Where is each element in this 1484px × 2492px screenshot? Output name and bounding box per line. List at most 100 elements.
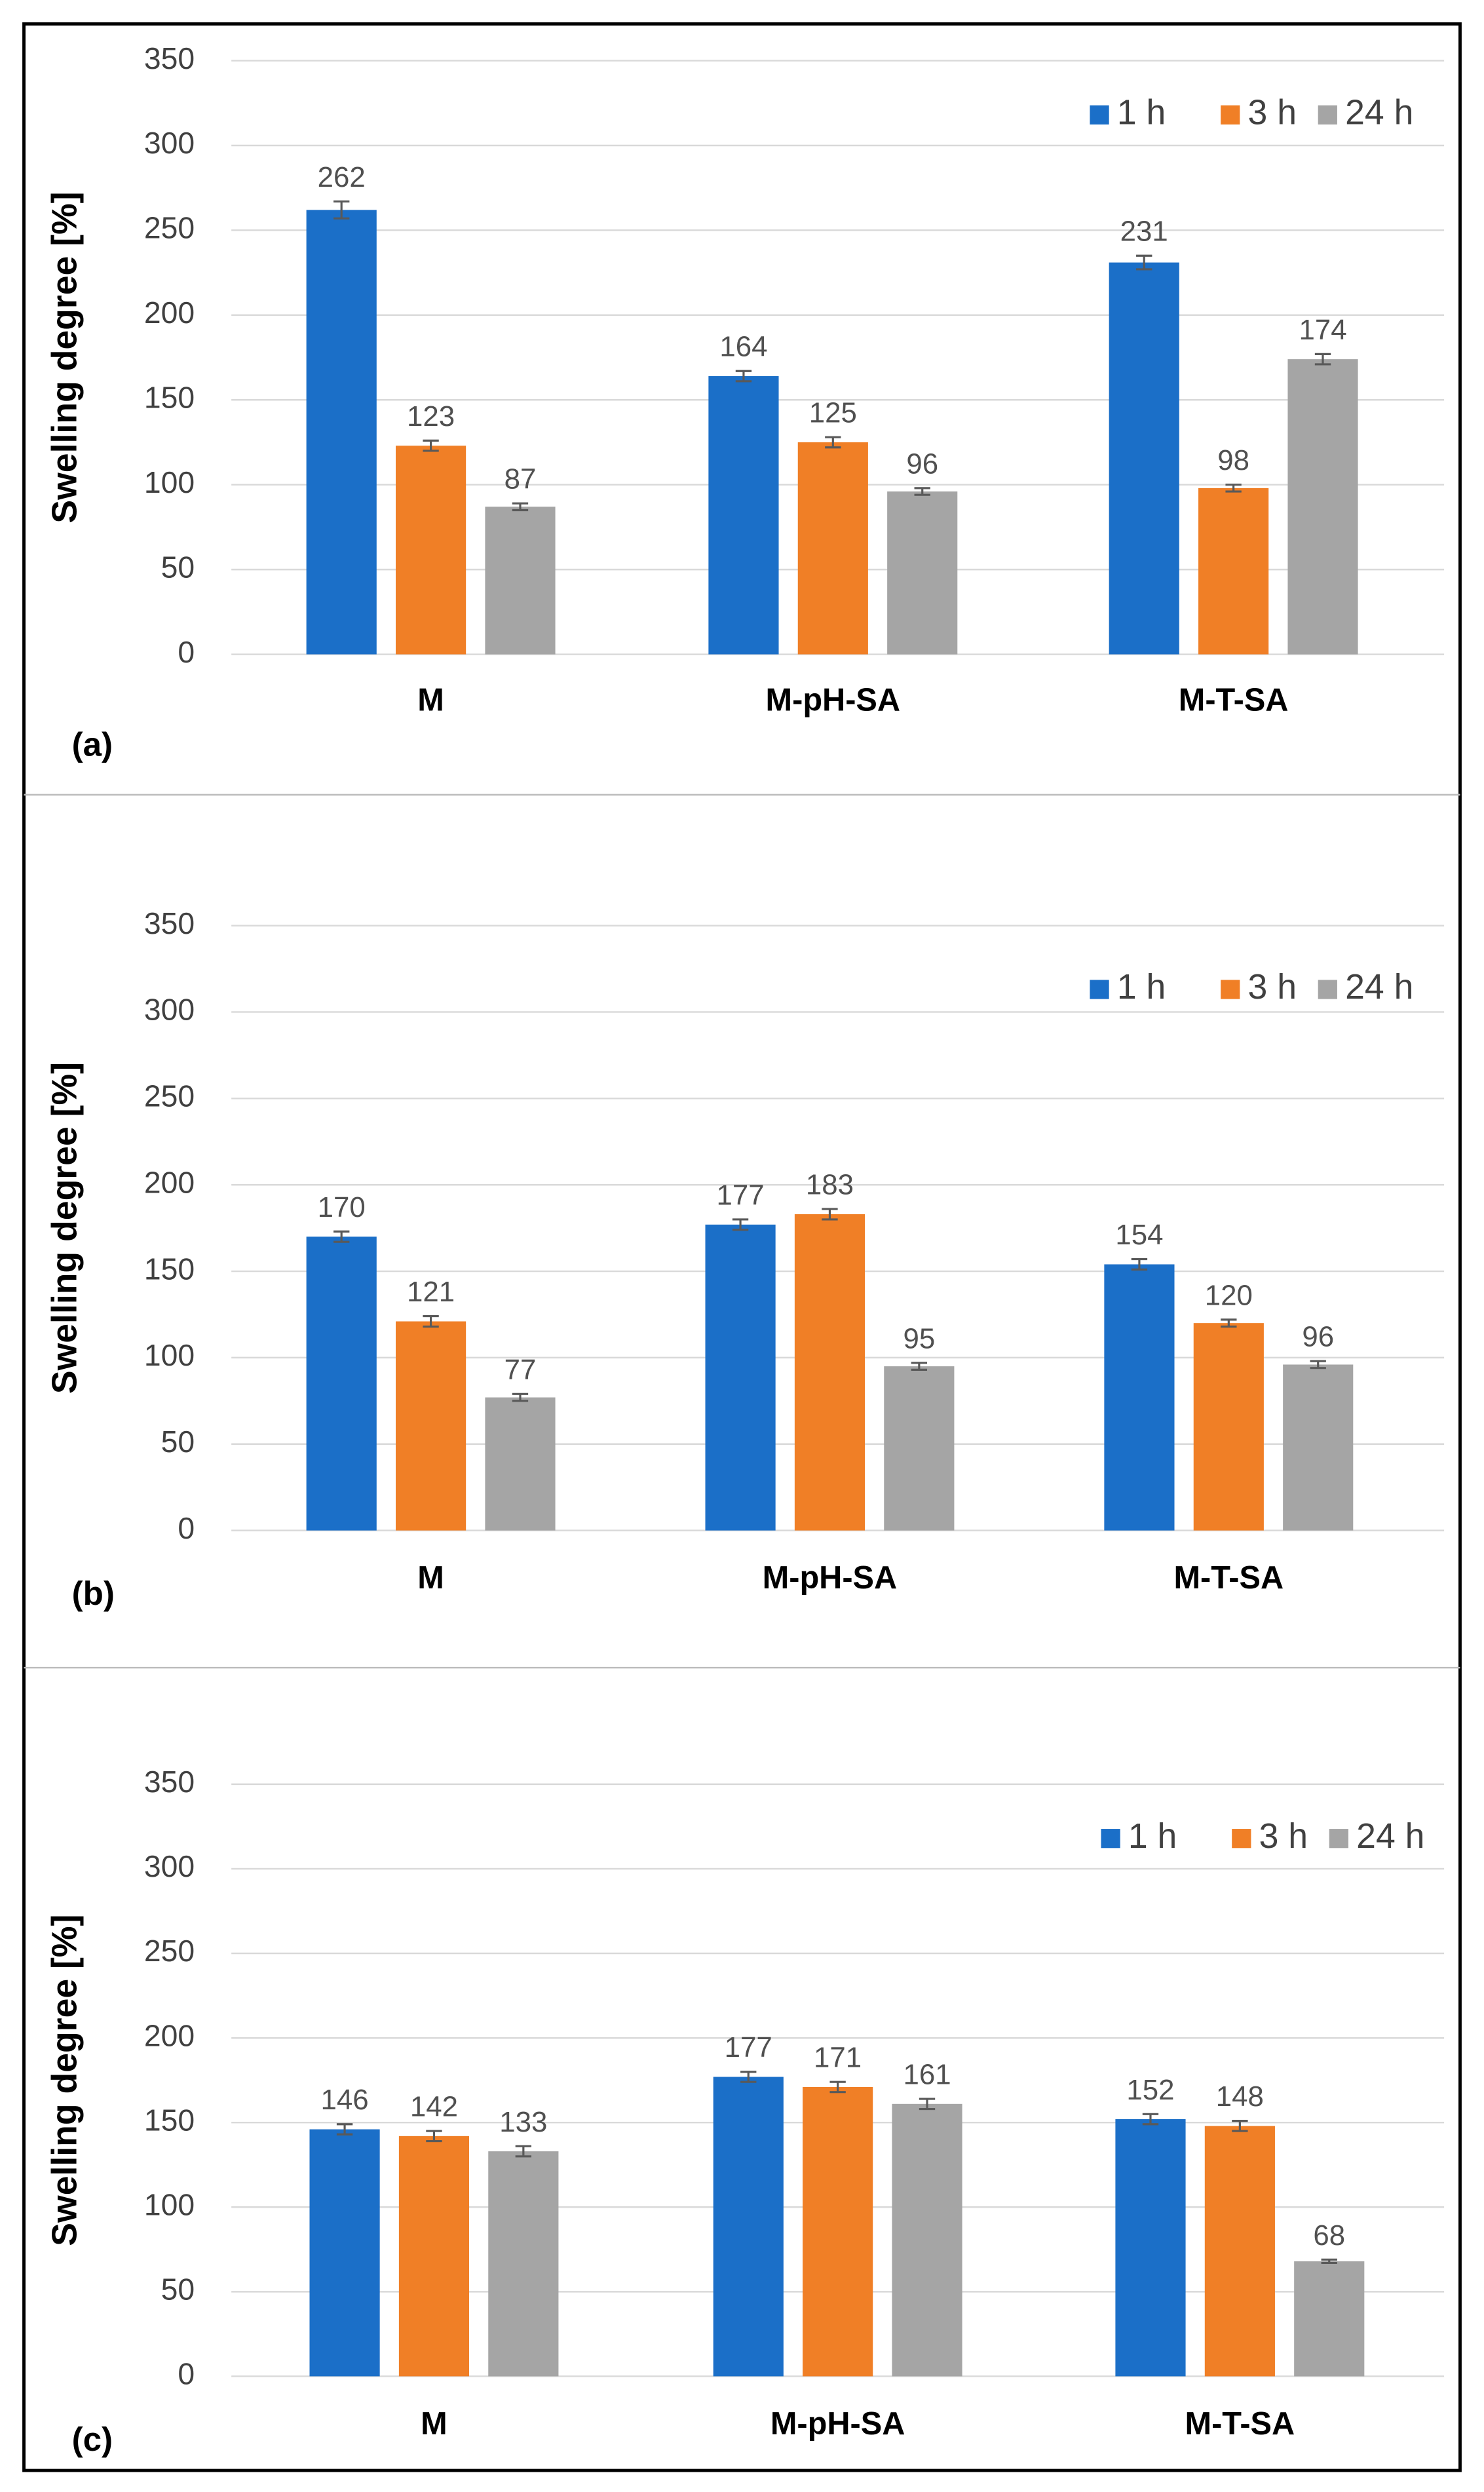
- legend-label: 1 h: [1117, 967, 1166, 1006]
- y-tick-label: 0: [178, 2357, 195, 2391]
- bar: [396, 1321, 466, 1531]
- legend-swatch: [1221, 980, 1240, 999]
- bar: [1283, 1364, 1354, 1531]
- bar: [1287, 359, 1358, 655]
- x-tick-label: M-T-SA: [1179, 682, 1289, 718]
- bar: [306, 210, 377, 655]
- legend-swatch: [1101, 1829, 1120, 1849]
- panel-label: (a): [72, 725, 113, 763]
- y-tick-label: 0: [178, 1511, 195, 1545]
- error-bar: [1232, 2120, 1248, 2132]
- error-bar: [914, 487, 930, 496]
- y-tick-label: 0: [178, 635, 195, 669]
- bar: [892, 2103, 962, 2377]
- legend-label: 3 h: [1248, 967, 1297, 1006]
- legend-label: 3 h: [1259, 1816, 1308, 1856]
- value-label: 95: [903, 1322, 935, 1354]
- legend-label: 24 h: [1356, 1816, 1424, 1856]
- error-bar: [919, 2098, 936, 2111]
- error-bar: [1321, 2258, 1337, 2265]
- bar: [713, 2077, 784, 2377]
- y-tick-label: 150: [144, 2103, 195, 2137]
- error-bar: [515, 2145, 532, 2158]
- panel-label: (c): [72, 2421, 113, 2458]
- x-tick-label: M: [417, 682, 444, 718]
- y-tick-label: 250: [144, 1079, 195, 1113]
- error-bar: [512, 1392, 529, 1402]
- value-label: 170: [318, 1191, 366, 1223]
- bar: [1104, 1264, 1175, 1531]
- value-label: 96: [1302, 1321, 1334, 1353]
- x-tick-label: M-T-SA: [1185, 2406, 1295, 2442]
- bar: [1204, 2126, 1275, 2377]
- error-bar: [732, 1218, 749, 1231]
- value-label: 142: [410, 2091, 458, 2123]
- value-label: 164: [719, 331, 767, 363]
- error-bar: [333, 200, 350, 220]
- legend-swatch: [1232, 1829, 1251, 1849]
- x-tick-label: M-T-SA: [1173, 1560, 1284, 1596]
- bar: [485, 507, 556, 655]
- value-label: 161: [903, 2059, 951, 2091]
- error-bar: [426, 2130, 442, 2143]
- value-label: 177: [716, 1179, 764, 1211]
- error-bar: [825, 436, 841, 449]
- legend-label: 3 h: [1248, 93, 1297, 132]
- y-axis-title: Swelling degree [%]: [45, 191, 84, 523]
- bar: [797, 442, 868, 655]
- y-tick-label: 100: [144, 465, 195, 499]
- y-axis-title: Swelling degree [%]: [45, 1062, 84, 1394]
- y-tick-label: 50: [161, 2272, 195, 2307]
- x-tick-label: M-pH-SA: [771, 2406, 905, 2442]
- y-tick-label: 50: [161, 1425, 195, 1459]
- legend-swatch: [1329, 1829, 1348, 1849]
- y-tick-label: 200: [144, 1165, 195, 1199]
- error-bar: [1131, 1257, 1148, 1271]
- error-bar: [1225, 484, 1242, 493]
- value-label: 171: [814, 2042, 862, 2074]
- y-tick-label: 100: [144, 1338, 195, 1372]
- error-bar: [822, 1208, 838, 1221]
- x-tick-label: M-pH-SA: [763, 1560, 898, 1596]
- bar: [1193, 1323, 1264, 1531]
- value-label: 123: [407, 400, 455, 432]
- y-tick-label: 50: [161, 550, 195, 584]
- error-bar: [512, 502, 529, 512]
- bar: [309, 2129, 380, 2377]
- error-bar: [333, 1230, 350, 1243]
- y-tick-label: 350: [144, 1765, 195, 1799]
- y-tick-label: 250: [144, 211, 195, 245]
- value-label: 152: [1126, 2074, 1174, 2106]
- error-bar: [1136, 254, 1152, 271]
- bar: [887, 491, 958, 655]
- value-label: 120: [1205, 1279, 1253, 1311]
- bar: [488, 2151, 559, 2377]
- error-bar: [1142, 2113, 1159, 2126]
- bar: [1115, 2119, 1186, 2377]
- bar: [884, 1366, 955, 1531]
- error-bar: [1314, 353, 1331, 366]
- y-tick-label: 300: [144, 1849, 195, 1883]
- error-bar: [423, 1315, 439, 1328]
- value-label: 133: [499, 2106, 547, 2138]
- y-tick-label: 200: [144, 2018, 195, 2052]
- y-axis-title: Swelling degree [%]: [45, 1915, 84, 2246]
- panel-label: (b): [72, 1575, 115, 1612]
- error-bar: [336, 2123, 353, 2136]
- error-bar: [829, 2080, 846, 2094]
- value-label: 183: [806, 1169, 854, 1201]
- legend-swatch: [1221, 105, 1240, 125]
- error-bar: [423, 439, 439, 452]
- bar: [1109, 262, 1179, 655]
- value-label: 68: [1313, 2219, 1345, 2252]
- value-label: 96: [906, 448, 938, 480]
- error-bar: [740, 2071, 757, 2083]
- bar: [705, 1224, 776, 1531]
- bar: [398, 2136, 470, 2377]
- value-label: 154: [1115, 1219, 1163, 1251]
- y-tick-label: 200: [144, 296, 195, 330]
- y-tick-label: 150: [144, 1252, 195, 1286]
- legend-swatch: [1318, 980, 1337, 999]
- bar: [794, 1214, 866, 1531]
